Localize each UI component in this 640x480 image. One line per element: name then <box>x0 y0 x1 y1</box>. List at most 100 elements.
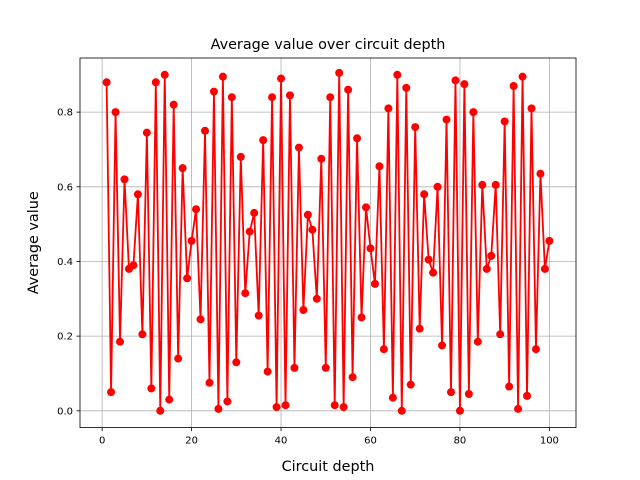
x-tick-label: 100 <box>540 436 559 447</box>
data-point <box>165 395 174 404</box>
data-point <box>424 255 433 264</box>
data-point <box>446 388 455 397</box>
plot-frame <box>79 57 577 429</box>
data-point <box>299 306 308 314</box>
chart-title: Average value over circuit depth <box>211 37 446 53</box>
data-point <box>259 136 268 145</box>
data-point <box>451 76 460 85</box>
x-tick-label: 80 <box>454 436 467 447</box>
data-point <box>312 294 321 303</box>
data-point <box>455 406 464 415</box>
data-point <box>209 87 218 96</box>
data-point <box>509 82 518 90</box>
data-point <box>192 205 201 214</box>
data-point <box>281 401 290 410</box>
data-point <box>348 373 357 382</box>
data-point <box>263 367 272 376</box>
data-point <box>241 289 250 298</box>
data-point <box>438 341 447 350</box>
data-point <box>116 337 125 346</box>
data-point <box>357 313 366 322</box>
data-point <box>187 236 196 245</box>
data-point <box>321 363 330 372</box>
x-tick-label: 0 <box>99 436 105 447</box>
data-point <box>379 345 388 354</box>
data-point <box>362 203 371 212</box>
data-point <box>388 393 397 402</box>
data-point <box>330 401 339 410</box>
data-point <box>353 134 362 143</box>
data-point <box>227 93 236 102</box>
data-point <box>250 208 259 217</box>
data-point <box>411 123 420 132</box>
data-point <box>232 358 241 367</box>
data-point <box>415 324 424 333</box>
data-point <box>433 182 442 191</box>
data-point <box>406 380 415 389</box>
data-point <box>272 403 281 412</box>
data-point <box>160 70 169 79</box>
data-point <box>527 104 536 113</box>
data-point <box>201 126 210 135</box>
data-point <box>151 78 160 87</box>
x-tick-label: 20 <box>185 436 198 447</box>
data-point <box>523 391 532 400</box>
data-point <box>545 236 554 245</box>
data-point <box>384 104 393 113</box>
data-point <box>326 93 335 102</box>
data-point <box>102 78 111 87</box>
data-point <box>420 190 429 199</box>
data-point <box>156 406 165 415</box>
data-point <box>500 117 509 126</box>
data-point <box>214 404 223 413</box>
data-point <box>366 244 375 253</box>
data-point <box>397 406 406 415</box>
y-tick-label: 0.0 <box>57 406 73 417</box>
data-point <box>335 68 344 77</box>
data-point <box>138 330 147 339</box>
data-point <box>460 80 469 89</box>
data-point <box>268 93 277 102</box>
data-point <box>505 382 514 391</box>
data-point <box>245 227 254 236</box>
data-point <box>254 311 263 320</box>
data-point <box>285 91 294 100</box>
data-point <box>487 251 496 260</box>
data-point <box>290 363 299 372</box>
data-point <box>205 378 214 387</box>
data-point <box>294 143 303 152</box>
data-point <box>303 210 312 219</box>
data-point <box>429 268 438 277</box>
data-point <box>183 274 192 283</box>
data-point <box>277 74 286 83</box>
x-tick-label: 60 <box>364 436 377 447</box>
x-axis-label: Circuit depth <box>282 459 375 475</box>
data-point <box>402 83 411 92</box>
data-point <box>540 264 549 273</box>
data-point <box>111 108 120 117</box>
data-point <box>178 164 187 173</box>
data-point <box>518 72 527 81</box>
data-point <box>147 384 156 393</box>
data-point <box>531 345 540 354</box>
data-point <box>174 354 183 363</box>
data-point <box>142 128 151 137</box>
data-point <box>514 404 523 413</box>
y-axis-label: Average value <box>26 191 42 294</box>
data-point <box>496 330 505 339</box>
y-tick-label: 0.6 <box>57 182 73 193</box>
data-point <box>393 70 402 79</box>
data-point <box>482 264 491 273</box>
data-point <box>169 100 178 109</box>
x-tick-label: 40 <box>275 436 288 447</box>
data-point <box>120 175 129 184</box>
series-line <box>105 72 551 412</box>
data-point <box>473 337 482 346</box>
data-point <box>536 169 545 178</box>
data-point <box>129 261 138 270</box>
data-point <box>469 108 478 117</box>
data-point <box>236 152 245 161</box>
data-point <box>370 279 379 288</box>
data-point <box>223 397 232 406</box>
